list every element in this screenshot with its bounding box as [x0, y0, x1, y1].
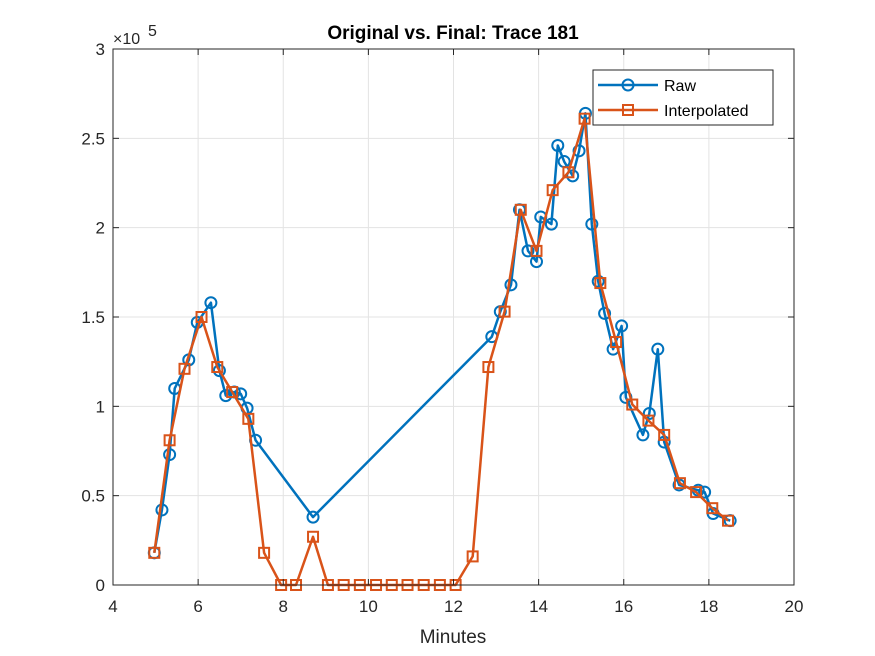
raw-data-point — [642, 406, 656, 420]
x-axis-label: Minutes — [420, 627, 487, 648]
y-exponent: ×10 5 — [113, 23, 157, 48]
raw-data-point — [615, 319, 629, 333]
y-tick-label: 2 — [96, 219, 105, 238]
chart-title: Original vs. Final: Trace 181 — [327, 23, 579, 44]
x-tick-label: 14 — [529, 597, 548, 616]
grid — [113, 49, 794, 585]
x-tick-label: 16 — [614, 597, 633, 616]
interpolated-data-point — [466, 550, 479, 563]
interpolated-data-point — [546, 184, 559, 197]
raw-data-point — [698, 485, 712, 499]
legend-interp-marker — [622, 104, 634, 116]
raw-data-point — [306, 510, 320, 524]
y-tick-label: 2.5 — [81, 129, 105, 148]
raw-data-point — [591, 274, 605, 288]
raw-data-point — [636, 428, 650, 442]
interpolated-data-point — [626, 398, 639, 411]
interpolated-data-point — [307, 530, 320, 543]
raw-data-point — [204, 296, 218, 310]
interpolated-data-point — [148, 546, 161, 559]
interpolated-data-point — [673, 477, 686, 490]
y-tick-label: 0 — [96, 576, 105, 595]
y-tick-label: 0.5 — [81, 487, 105, 506]
raw-data-point — [544, 217, 558, 231]
interpolated-data-point — [163, 434, 176, 447]
interpolated-data-point — [562, 166, 575, 179]
interpolated-data-point — [578, 112, 591, 125]
interpolated-data-point — [482, 361, 495, 374]
interpolated-data-point — [226, 386, 239, 399]
interpolated-data-point — [178, 362, 191, 375]
ticks: 4 6 8 10 12 14 16 18 20 0 0.5 1 1.5 2 2.5 3 — [81, 40, 803, 616]
x-tick-label: 8 — [279, 597, 288, 616]
raw-data-point — [572, 144, 586, 158]
interpolated-data-point — [530, 244, 543, 257]
interpolated-data-point — [514, 203, 527, 216]
y-tick-label: 1 — [96, 397, 105, 416]
interpolated-data-point — [642, 414, 655, 427]
x-tick-label: 10 — [359, 597, 378, 616]
interpolated-data-point — [258, 546, 271, 559]
raw-data-point — [598, 306, 612, 320]
interpolated-data-point — [211, 361, 224, 374]
series-raw — [147, 106, 737, 560]
interpolated-data-point — [610, 336, 623, 349]
raw-data-point — [651, 342, 665, 356]
x-tick-label: 12 — [444, 597, 463, 616]
x-tick-label: 6 — [193, 597, 202, 616]
legend-interp-label: Interpolated — [664, 103, 749, 120]
interpolated-data-point — [706, 502, 719, 515]
y-exponent-base: ×10 — [113, 31, 140, 48]
raw-data-point — [551, 138, 565, 152]
interpolated-data-point — [498, 305, 511, 318]
y-exponent-power: 5 — [148, 23, 157, 40]
raw-data-point — [234, 387, 248, 401]
raw-data-point — [212, 364, 226, 378]
interpolated-data-point — [722, 514, 735, 527]
x-tick-label: 18 — [699, 597, 718, 616]
legend-raw-label: Raw — [664, 78, 696, 95]
legend-raw-marker — [621, 78, 635, 92]
interpolated-data-point — [195, 311, 208, 323]
x-tick-label: 4 — [108, 597, 117, 616]
legend: Raw Interpolated — [592, 69, 774, 126]
y-tick-label: 3 — [96, 40, 105, 59]
x-tick-label: 20 — [785, 597, 804, 616]
y-tick-label: 1.5 — [81, 308, 105, 327]
raw-data-point — [585, 217, 599, 231]
interpolated-data-point — [658, 428, 671, 441]
interpolated-data-point — [594, 277, 607, 290]
interpolated-data-point — [690, 486, 703, 499]
raw-data-point — [521, 244, 535, 258]
interpolated-data-point — [242, 412, 255, 425]
